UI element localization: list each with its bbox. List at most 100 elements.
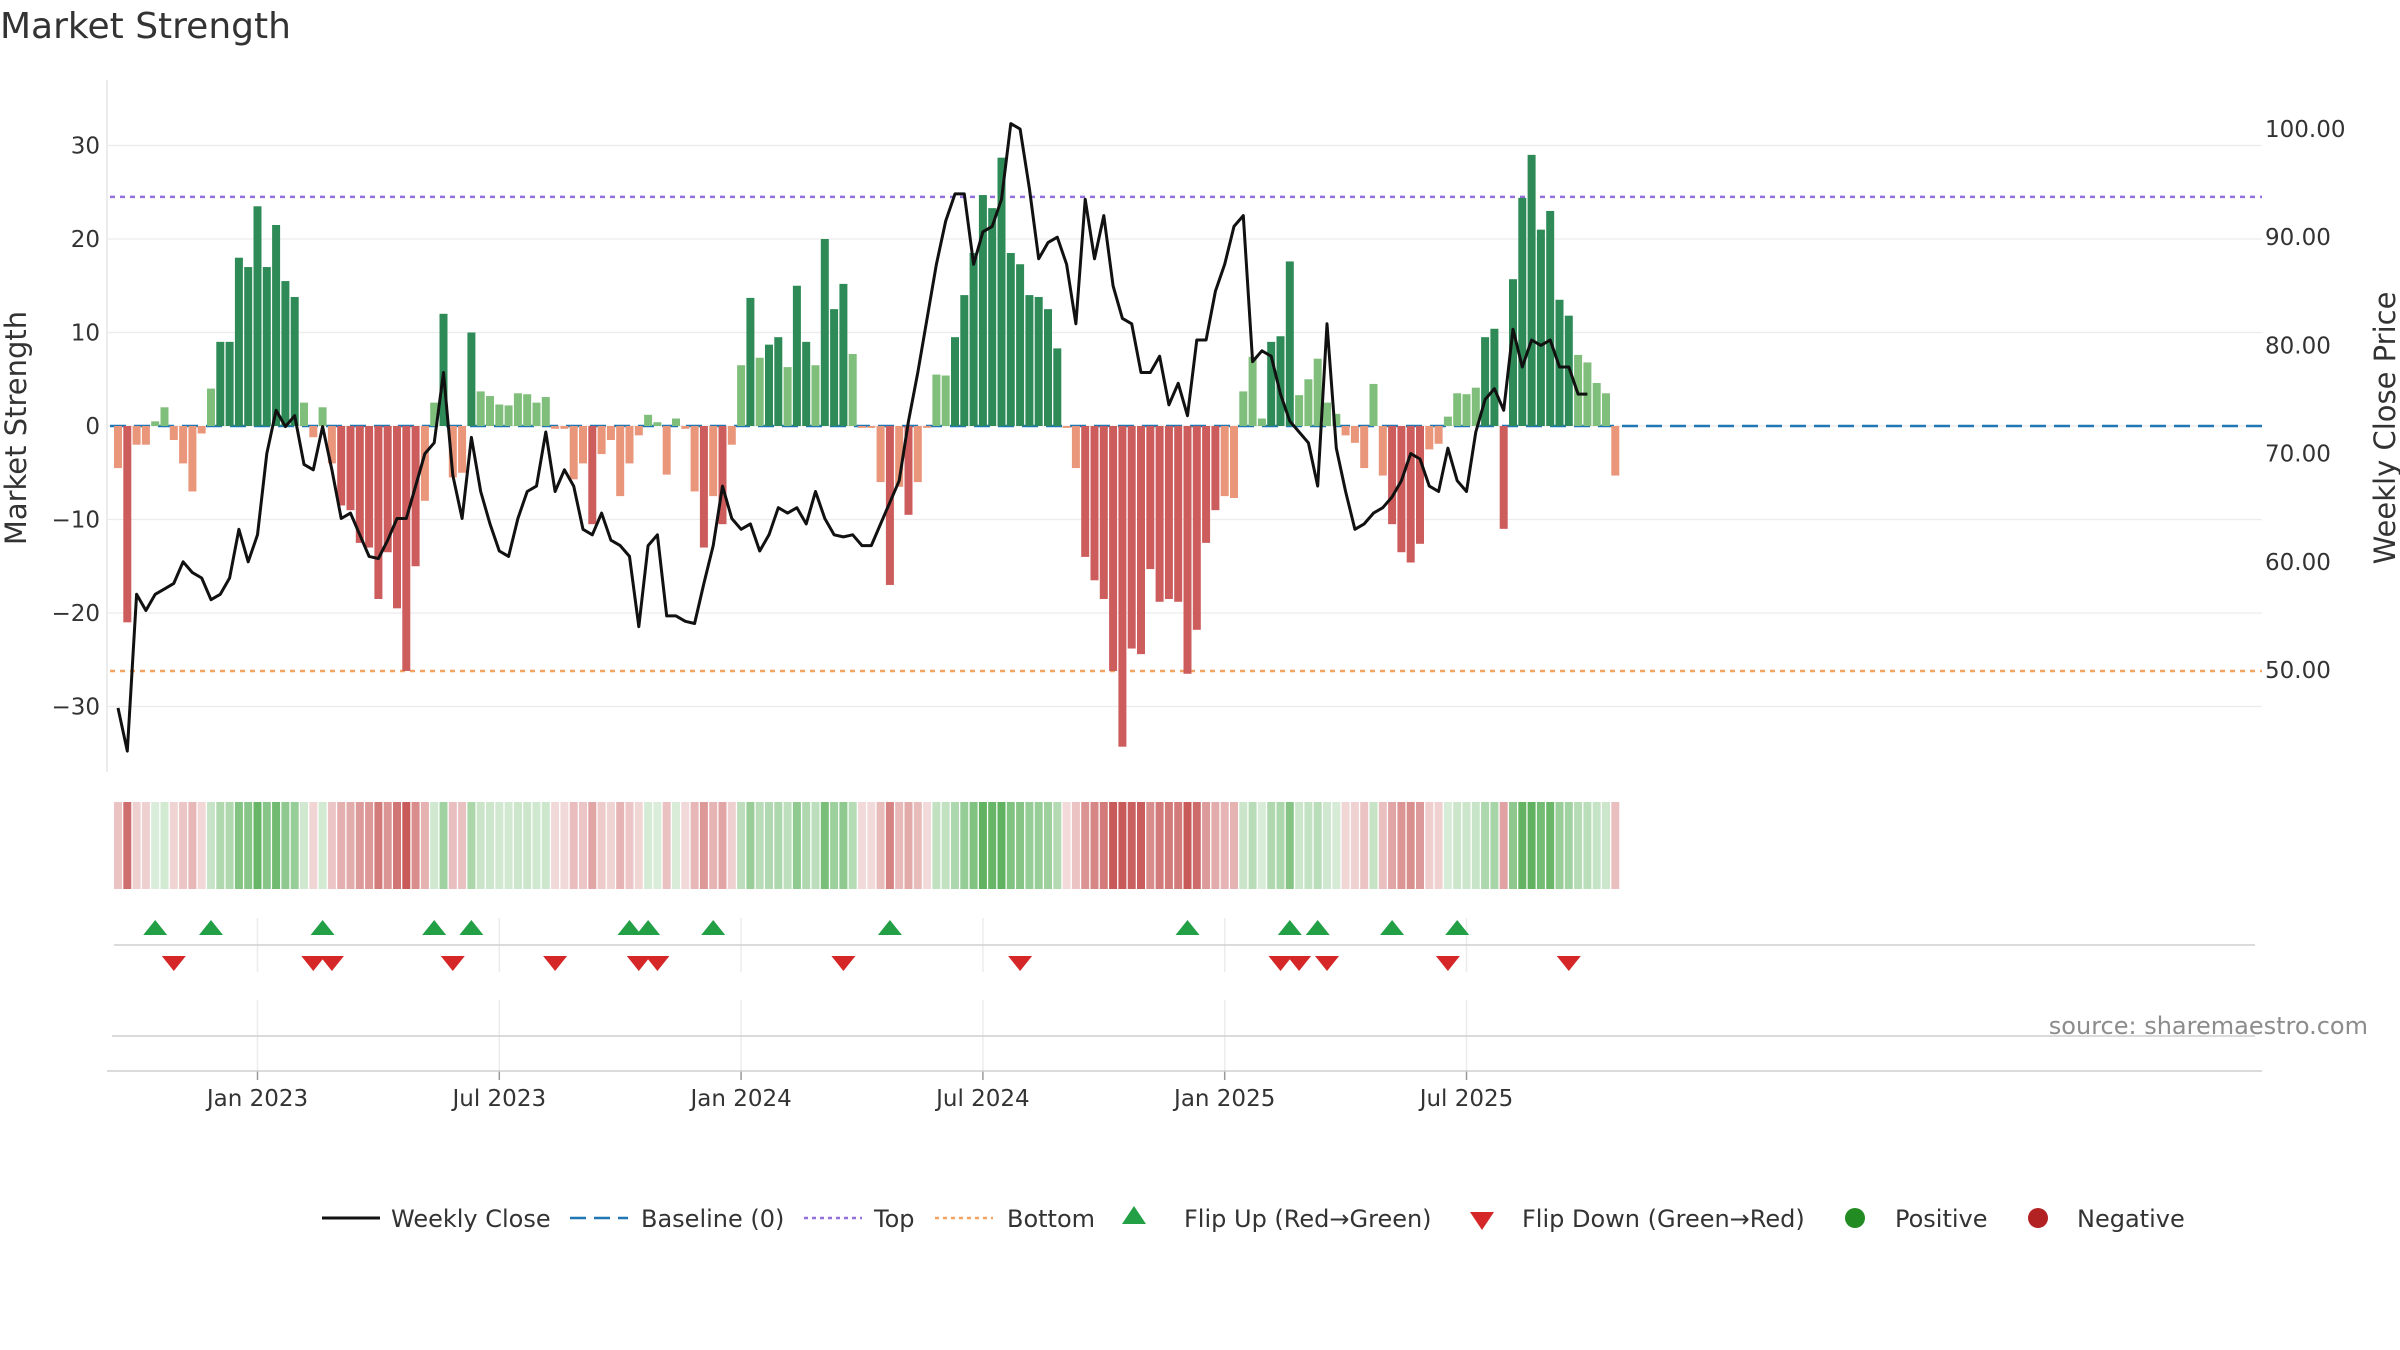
strength-bar [1006, 253, 1015, 426]
heat-cell [1592, 802, 1601, 889]
heat-cell [755, 802, 764, 889]
strength-bar [1062, 426, 1071, 428]
legend-negative-icon [2028, 1208, 2048, 1228]
strength-bar [1536, 229, 1545, 426]
flip-up-marker [310, 920, 335, 935]
strength-bar [597, 426, 606, 455]
heat-cell [1099, 802, 1108, 889]
strength-bar [1211, 426, 1220, 511]
heat-cell [1155, 802, 1164, 889]
strength-bar [560, 426, 569, 429]
strength-bar [727, 426, 736, 445]
flip-down-marker [1435, 956, 1460, 971]
strength-bar [616, 426, 625, 497]
heat-cell [737, 802, 746, 889]
heat-cell [309, 802, 318, 889]
strength-bar [1341, 426, 1350, 436]
strength-bar [1490, 328, 1499, 426]
strength-bar [1034, 296, 1043, 426]
heat-cell [811, 802, 820, 889]
strength-bar [904, 426, 913, 515]
heat-cell [1481, 802, 1490, 889]
heat-cell [1164, 802, 1173, 889]
strength-bar [1248, 356, 1257, 426]
strength-bar [755, 357, 764, 426]
heat-cell [1137, 802, 1145, 889]
strength-bar [932, 374, 941, 426]
heat-cell [1127, 802, 1136, 889]
heat-cell [179, 802, 188, 889]
heat-cell [606, 802, 615, 889]
heat-cell [1527, 802, 1536, 889]
heat-cell [132, 802, 141, 889]
heat-cell [262, 802, 271, 889]
heat-cell [1183, 802, 1192, 889]
heat-cell [1453, 802, 1462, 889]
strength-bar [448, 426, 457, 478]
heat-cell [1304, 802, 1313, 889]
strength-heat-strip [114, 802, 1620, 889]
strength-bar [244, 267, 253, 426]
heat-cell [579, 802, 587, 889]
strength-bar [402, 426, 411, 671]
strength-bar [802, 341, 811, 426]
strength-bar [653, 422, 662, 426]
strength-bar [839, 283, 848, 426]
heat-cell [504, 802, 513, 889]
flip-down-marker [645, 956, 670, 971]
strength-bar [383, 426, 392, 553]
heat-cell [169, 802, 178, 889]
legend-positive: Positive [1895, 1205, 1988, 1233]
flip-down-marker [626, 956, 651, 971]
date-tick-label: Jul 2023 [450, 1086, 546, 1112]
strength-bar [579, 426, 587, 464]
strength-bar [588, 426, 597, 525]
strength-bar [1220, 426, 1229, 497]
strength-bar [1592, 382, 1601, 426]
heat-cell [1406, 802, 1415, 889]
strength-bar [1137, 426, 1145, 655]
heat-cell [997, 802, 1006, 889]
heat-cell [1332, 802, 1341, 889]
strength-bar [411, 426, 420, 567]
right-axis-label: Weekly Close Price [2368, 292, 2400, 565]
heat-cell [160, 802, 169, 889]
heat-cell [746, 802, 755, 889]
heat-cell [830, 802, 839, 889]
strength-bar [1323, 402, 1331, 426]
strength-bar [1127, 426, 1136, 649]
right-tick-label: 60.00 [2265, 550, 2331, 576]
right-tick-label: 90.00 [2265, 225, 2331, 251]
heat-cell [951, 802, 959, 889]
heat-cell [1574, 802, 1583, 889]
heat-cell [923, 802, 932, 889]
strength-bar [132, 426, 141, 445]
strength-bar [504, 405, 513, 426]
heat-cell [644, 802, 653, 889]
heat-cell [839, 802, 848, 889]
heat-cell [290, 802, 299, 889]
strength-bar [1099, 426, 1108, 599]
heat-cell [551, 802, 560, 889]
legend-flip-down: Flip Down (Green→Red) [1522, 1205, 1805, 1233]
strength-bar [1611, 426, 1620, 476]
strength-bar [179, 426, 188, 464]
flip-down-marker [301, 956, 326, 971]
left-tick-label: 20 [71, 227, 100, 253]
heat-cell [318, 802, 327, 889]
strength-bar [327, 426, 336, 464]
heat-cell [1062, 802, 1071, 889]
flip-up-marker [701, 920, 726, 935]
flip-down-marker [440, 956, 465, 971]
strength-bar [160, 407, 169, 426]
left-tick-label: −10 [51, 508, 100, 534]
flip-up-marker [636, 920, 661, 935]
heat-cell [941, 802, 950, 889]
strength-bar [1192, 426, 1201, 630]
heat-cell [1016, 802, 1025, 889]
heat-cell [327, 802, 336, 889]
strength-bar [281, 281, 290, 426]
heat-cell [1443, 802, 1452, 889]
heat-cell [197, 802, 206, 889]
